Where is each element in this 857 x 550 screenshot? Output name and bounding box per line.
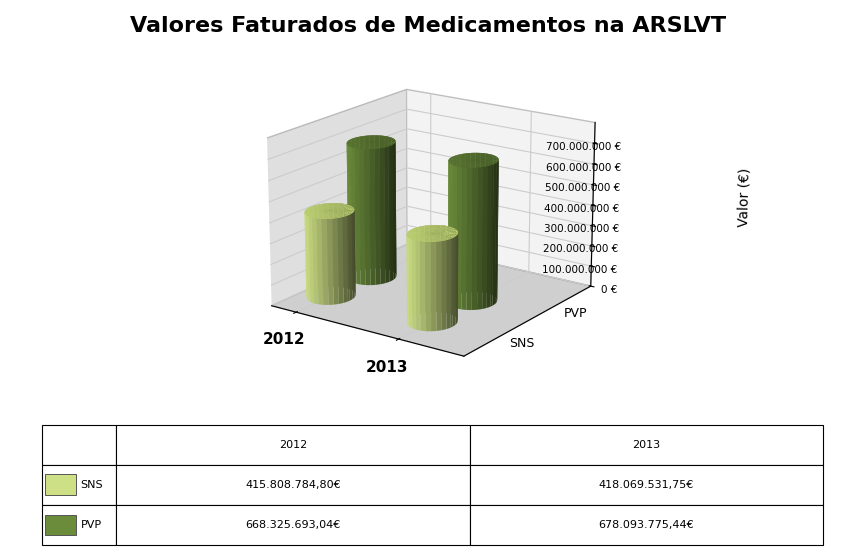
Text: 415.808.784,80€: 415.808.784,80€ bbox=[245, 480, 341, 490]
Bar bbox=[42, 505, 117, 545]
Text: 2013: 2013 bbox=[632, 440, 661, 450]
Text: 418.069.531,75€: 418.069.531,75€ bbox=[599, 480, 694, 490]
Bar bbox=[45, 475, 76, 496]
Text: SNS: SNS bbox=[81, 480, 104, 490]
Text: 2012: 2012 bbox=[279, 440, 307, 450]
Bar bbox=[42, 425, 117, 465]
Bar bbox=[117, 505, 470, 545]
Bar bbox=[45, 515, 76, 535]
Text: PVP: PVP bbox=[81, 520, 102, 530]
Text: 678.093.775,44€: 678.093.775,44€ bbox=[599, 520, 694, 530]
Text: 668.325.693,04€: 668.325.693,04€ bbox=[245, 520, 341, 530]
Bar bbox=[470, 465, 824, 505]
Bar bbox=[470, 505, 824, 545]
Bar bbox=[42, 465, 117, 505]
Bar bbox=[470, 425, 824, 465]
Bar bbox=[117, 465, 470, 505]
Text: Valores Faturados de Medicamentos na ARSLVT: Valores Faturados de Medicamentos na ARS… bbox=[130, 16, 727, 36]
Bar bbox=[117, 425, 470, 465]
